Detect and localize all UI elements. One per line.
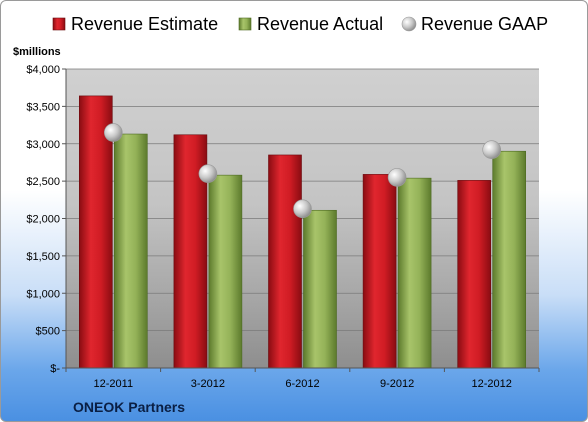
company-name: ONEOK Partners: [73, 399, 185, 415]
gaap-marker: [198, 164, 218, 183]
x-tick-label: 9-2012: [380, 378, 414, 390]
x-tick-label: 6-2012: [285, 378, 319, 390]
x-axis: 12-2011 3-2012 6-2012 9-2012 12-2012: [65, 367, 540, 390]
legend-revenue-estimate-label: Revenue Estimate: [71, 14, 218, 34]
y-tick-label: $2,000: [26, 214, 60, 226]
estimate-bar: [362, 174, 397, 369]
estimate-bar: [268, 154, 302, 369]
x-tick-label: 12-2012: [472, 378, 512, 390]
y-tick-label: $500: [36, 326, 60, 338]
gaap-markers: [104, 123, 502, 219]
x-tick-label: 12-2011: [94, 378, 134, 390]
y-tick-label: $1,000: [26, 288, 60, 300]
gaap-marker: [104, 123, 123, 142]
actual-bar: [397, 177, 432, 369]
actual-bar: [303, 209, 337, 369]
x-tick-label: 3-2012: [191, 378, 225, 390]
y-tick-label: $-: [50, 363, 60, 375]
actual-bar: [114, 133, 148, 369]
y-tick-label: $3,000: [26, 139, 60, 151]
y-tick-label: $4,000: [26, 64, 60, 76]
legend: Revenue Estimate Revenue Actual Revenue GA…: [52, 14, 548, 34]
gaap-marker: [293, 199, 312, 219]
gaap-marker: [482, 140, 502, 160]
actual-bar: [208, 174, 243, 369]
legend-revenue-actual-swatch: [238, 17, 252, 31]
y-axis-unit-label: $millions: [13, 46, 61, 58]
estimate-bar: [79, 95, 113, 369]
legend-revenue-gaap-label: Revenue GAAP: [421, 14, 548, 34]
gaap-marker: [387, 168, 407, 187]
y-tick-label: $3,500: [26, 101, 60, 113]
y-tick-label: $2,500: [26, 176, 60, 188]
legend-revenue-gaap-swatch: [401, 16, 417, 32]
legend-revenue-actual-label: Revenue Actual: [257, 14, 383, 34]
estimate-bar: [457, 180, 492, 369]
y-axis: $- $500 $1,000 $1,500 $2,000 $2,500 $3,000 $3,5…: [26, 64, 67, 375]
actual-bar: [492, 150, 527, 369]
y-tick-label: $1,500: [26, 251, 60, 263]
legend-revenue-estimate-swatch: [52, 17, 66, 31]
